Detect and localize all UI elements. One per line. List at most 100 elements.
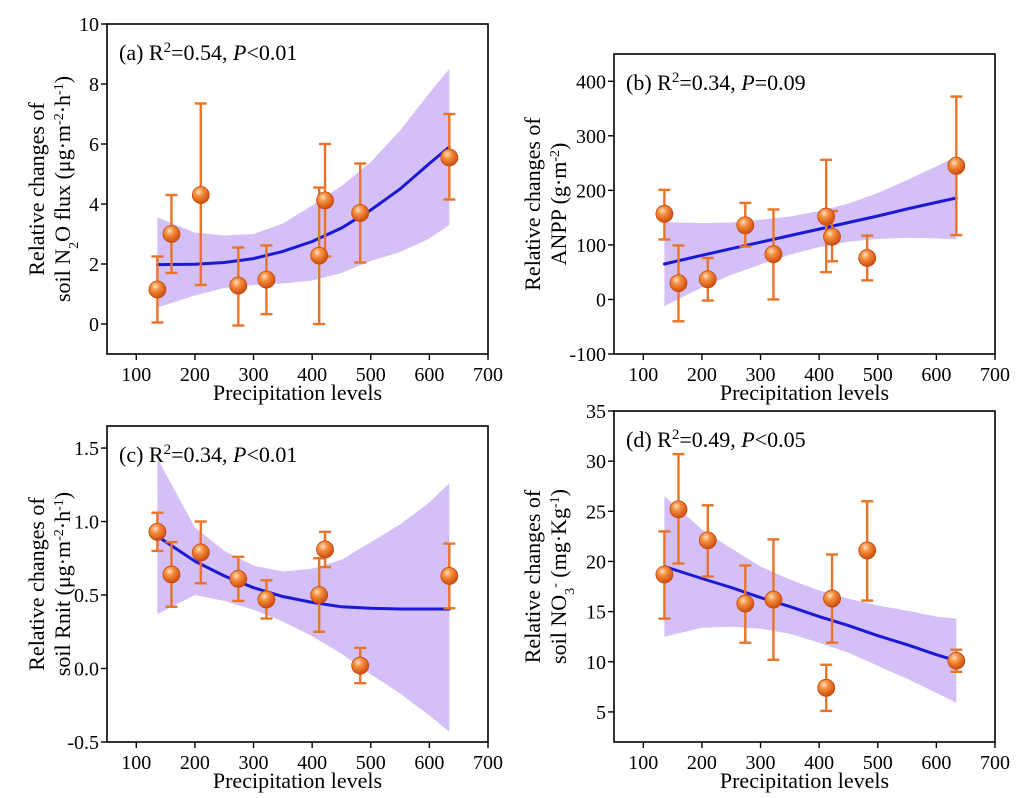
- x-tick-label: 300: [239, 364, 269, 386]
- x-axis-label: Precipitation levels: [720, 768, 889, 793]
- y-axis-label-line1: Relative changes of: [520, 117, 545, 291]
- x-axis-label: Precipitation levels: [213, 768, 382, 793]
- x-tick-label: 500: [863, 752, 893, 774]
- data-point: [655, 204, 674, 223]
- data-point: [316, 540, 334, 559]
- plot-frame: [106, 425, 489, 743]
- x-tick-label: 100: [628, 752, 658, 774]
- data-point: [440, 148, 459, 167]
- data-point: [823, 227, 841, 246]
- data-point: [316, 191, 334, 210]
- x-tick-label: 400: [297, 752, 327, 774]
- data-point: [655, 565, 674, 584]
- data-point: [698, 270, 717, 289]
- data-point: [162, 225, 181, 243]
- panel-a: 100 200 300 400 500 600 700 0 2 4 6 8 10 Precipitatio…: [24, 14, 503, 405]
- data-point: [669, 500, 688, 519]
- y-tick-label: 10: [586, 652, 606, 674]
- y-tick-label: 10: [79, 14, 99, 36]
- stats-annotation: (a) R2=0.54, P<0.01: [119, 40, 297, 65]
- data-point: [310, 586, 329, 604]
- stats-annotation: (c) R2=0.34, P<0.01: [119, 442, 297, 467]
- x-tick-label: 500: [356, 752, 386, 774]
- y-tick-label: 35: [586, 401, 606, 423]
- data-point: [858, 249, 877, 267]
- data-point: [351, 656, 370, 675]
- panel-b: 100 200 300 400 500 600 700-1000100200300400Pr…: [520, 53, 1010, 405]
- y-tick-label: 1.0: [74, 512, 99, 534]
- x-tick-label: 700: [980, 752, 1010, 774]
- x-tick-label: 600: [414, 364, 444, 386]
- plot-frame: [613, 53, 996, 355]
- x-tick-label: 600: [921, 364, 951, 386]
- x-axis-label: Precipitation levels: [720, 380, 889, 405]
- y-tick-label: 25: [586, 501, 606, 523]
- stats-annotation: (d) R2=0.49, P<0.05: [626, 427, 806, 452]
- data-point: [698, 531, 717, 550]
- x-tick-label: 200: [180, 752, 210, 774]
- y-tick-label: 0: [596, 289, 606, 311]
- confidence-band: [157, 458, 450, 732]
- plot-frame: [613, 410, 996, 743]
- y-tick-label: 400: [576, 71, 606, 93]
- x-tick-label: 700: [473, 752, 503, 774]
- y-tick-label: 0.5: [74, 585, 99, 607]
- x-tick-label: 400: [804, 364, 834, 386]
- y-tick-label: 0.0: [74, 659, 99, 681]
- x-tick-label: 100: [628, 364, 658, 386]
- x-tick-label: 700: [980, 364, 1010, 386]
- y-axis-label-line2: soil NO3- (mg·Kg-1): [546, 489, 578, 664]
- y-tick-label: -0.5: [67, 732, 99, 754]
- plot-frame: [106, 23, 489, 355]
- y-tick-label: 300: [576, 126, 606, 148]
- data-point: [310, 246, 329, 265]
- fit-line: [155, 534, 451, 611]
- data-point: [947, 156, 966, 175]
- data-point: [351, 204, 370, 222]
- data-point: [858, 541, 877, 560]
- y-axis-label-line1: Relative changes of: [24, 102, 49, 276]
- y-axis-label-line2: soil Rnit (μg·m-2·h-1): [50, 492, 75, 676]
- fit-line: [155, 145, 451, 267]
- x-tick-label: 500: [863, 364, 893, 386]
- y-axis-label-line1: Relative changes of: [24, 497, 49, 671]
- x-tick-label: 200: [687, 364, 717, 386]
- data-point: [440, 567, 459, 585]
- y-tick-label: 4: [89, 194, 99, 216]
- x-tick-label: 400: [804, 752, 834, 774]
- x-tick-label: 300: [746, 752, 776, 774]
- data-point: [764, 245, 783, 264]
- data-point: [736, 594, 755, 613]
- confidence-band: [664, 496, 957, 703]
- y-tick-label: 0: [89, 314, 99, 336]
- data-point: [162, 565, 181, 584]
- data-point: [148, 280, 167, 299]
- x-tick-label: 700: [473, 364, 503, 386]
- data-point: [191, 543, 210, 562]
- data-point: [764, 590, 783, 609]
- y-axis-label-line1: Relative changes of: [520, 489, 545, 663]
- data-point: [823, 589, 841, 608]
- x-tick-label: 300: [239, 752, 269, 774]
- panel-d: 100 200 300 400 500 600 700 5 10 15 20 25 30 35 Precip…: [520, 401, 1010, 793]
- y-tick-label: 20: [586, 551, 606, 573]
- confidence-band: [157, 69, 450, 308]
- data-point: [817, 678, 836, 697]
- x-tick-label: 100: [121, 364, 151, 386]
- fit-line: [662, 565, 958, 663]
- panel-c: 100 200 300 400 500 600 700 -0.5 0.0 0.5 1.0 1.5 Pre…: [24, 425, 503, 793]
- data-point: [257, 590, 276, 609]
- y-tick-label: 100: [576, 235, 606, 257]
- y-tick-label: 15: [586, 602, 606, 624]
- data-point: [229, 569, 248, 588]
- y-tick-label: -100: [569, 344, 606, 366]
- x-tick-label: 200: [687, 752, 717, 774]
- data-point: [669, 274, 688, 292]
- x-tick-label: 200: [180, 364, 210, 386]
- data-point: [817, 207, 836, 226]
- y-axis-label-line2: soil N2O flux (μg·m-2·h-1): [50, 76, 82, 302]
- data-point: [148, 522, 167, 541]
- fit-line: [662, 196, 958, 266]
- x-axis-label: Precipitation levels: [213, 380, 382, 405]
